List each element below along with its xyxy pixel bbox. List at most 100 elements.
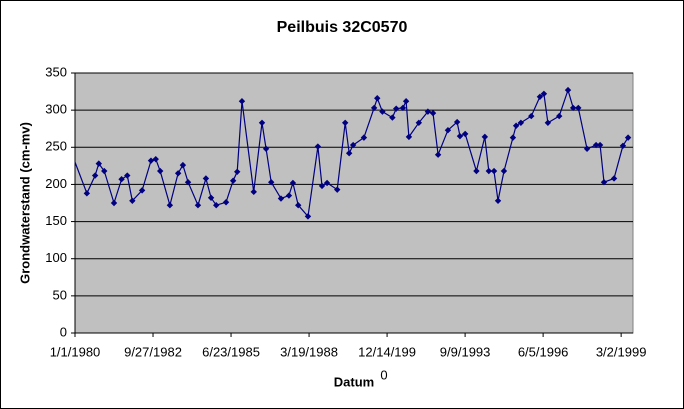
x-tick-label: 3/19/1988 bbox=[280, 344, 338, 359]
data-marker bbox=[349, 141, 357, 149]
x-tick-label: 6/23/1985 bbox=[202, 344, 260, 359]
data-marker bbox=[166, 202, 174, 209]
data-marker bbox=[194, 202, 202, 209]
data-marker bbox=[238, 98, 246, 105]
data-marker bbox=[624, 134, 632, 141]
data-marker bbox=[118, 176, 125, 183]
data-marker bbox=[473, 167, 480, 175]
data-marker bbox=[564, 86, 572, 94]
data-marker bbox=[619, 142, 627, 149]
y-tick-label: 50 bbox=[53, 287, 67, 302]
x-tick-label: 9/27/1982 bbox=[124, 344, 182, 359]
data-marker bbox=[600, 179, 608, 186]
data-marker bbox=[461, 130, 469, 138]
data-marker bbox=[528, 112, 535, 120]
data-marker bbox=[129, 197, 136, 204]
data-line bbox=[74, 88, 629, 218]
data-marker bbox=[234, 168, 241, 175]
data-marker bbox=[485, 167, 493, 175]
data-marker bbox=[596, 141, 604, 149]
data-marker bbox=[490, 167, 498, 175]
data-marker bbox=[184, 179, 192, 186]
data-marker bbox=[95, 160, 102, 167]
data-marker bbox=[250, 188, 257, 196]
data-marker bbox=[544, 119, 552, 126]
x-tick-label: 1/1/1980 bbox=[50, 344, 101, 359]
y-tick-label: 250 bbox=[45, 139, 67, 154]
data-marker bbox=[207, 194, 215, 201]
data-marker bbox=[555, 112, 563, 120]
data-marker bbox=[304, 213, 312, 220]
data-marker bbox=[179, 161, 187, 169]
data-marker bbox=[592, 141, 600, 149]
y-tick-label: 150 bbox=[45, 213, 67, 228]
data-marker bbox=[415, 119, 423, 126]
data-marker bbox=[295, 202, 302, 209]
data-marker bbox=[500, 167, 508, 175]
x-tick-label: 6/5/1996 bbox=[518, 344, 569, 359]
plot-area bbox=[74, 72, 634, 334]
y-tick-label: 350 bbox=[45, 64, 67, 79]
data-marker bbox=[405, 133, 413, 141]
data-marker bbox=[268, 179, 275, 186]
data-marker bbox=[374, 95, 381, 102]
data-marker bbox=[429, 109, 437, 117]
data-marker bbox=[456, 132, 464, 140]
data-marker bbox=[494, 197, 502, 204]
data-marker bbox=[174, 170, 182, 177]
data-marker bbox=[341, 119, 349, 126]
data-marker bbox=[536, 93, 544, 100]
chart-title: Peilbuis 32C0570 bbox=[277, 19, 408, 36]
y-axis-title: Grondwaterstand (cm-mv) bbox=[17, 122, 32, 284]
data-marker bbox=[389, 114, 396, 121]
data-marker bbox=[402, 98, 410, 105]
data-marker bbox=[110, 199, 118, 207]
data-marker bbox=[481, 133, 489, 141]
y-tick-label: 200 bbox=[45, 176, 67, 191]
data-marker bbox=[229, 177, 237, 184]
data-marker bbox=[124, 172, 131, 179]
data-marker bbox=[509, 134, 517, 141]
x-axis-note: 0 bbox=[380, 367, 387, 382]
data-marker bbox=[323, 179, 331, 187]
data-marker bbox=[444, 127, 452, 134]
data-marker bbox=[262, 145, 270, 152]
data-marker bbox=[314, 143, 322, 150]
data-marker bbox=[334, 186, 341, 193]
data-marker bbox=[91, 172, 99, 179]
data-marker bbox=[610, 175, 618, 182]
data-marker bbox=[138, 187, 146, 194]
data-marker bbox=[285, 192, 293, 199]
x-tick-label: 12/14/199 bbox=[358, 344, 416, 359]
data-marker bbox=[434, 151, 442, 158]
data-marker bbox=[370, 104, 378, 112]
data-marker bbox=[424, 108, 432, 115]
y-tick-label: 300 bbox=[45, 102, 67, 117]
data-marker bbox=[289, 179, 297, 187]
data-marker bbox=[512, 122, 520, 129]
data-marker bbox=[345, 150, 353, 157]
data-marker bbox=[399, 104, 407, 112]
y-tick-label: 0 bbox=[60, 324, 67, 339]
y-tick-label: 100 bbox=[45, 250, 67, 265]
data-marker bbox=[277, 195, 285, 202]
data-marker bbox=[83, 190, 91, 197]
data-marker bbox=[147, 157, 155, 164]
data-marker bbox=[453, 118, 461, 126]
x-tick-label: 3/2/1999 bbox=[596, 344, 647, 359]
x-axis-title: Datum bbox=[334, 374, 374, 389]
data-marker bbox=[569, 104, 577, 112]
data-marker bbox=[156, 167, 164, 175]
data-marker bbox=[213, 202, 220, 209]
data-marker bbox=[393, 105, 400, 112]
data-marker bbox=[360, 134, 368, 141]
data-marker bbox=[583, 145, 591, 152]
data-marker bbox=[540, 90, 548, 97]
data-marker bbox=[101, 167, 108, 175]
data-marker bbox=[318, 182, 326, 190]
data-marker bbox=[379, 108, 386, 115]
data-marker bbox=[575, 104, 582, 112]
data-marker bbox=[222, 199, 230, 206]
data-marker bbox=[258, 119, 266, 126]
